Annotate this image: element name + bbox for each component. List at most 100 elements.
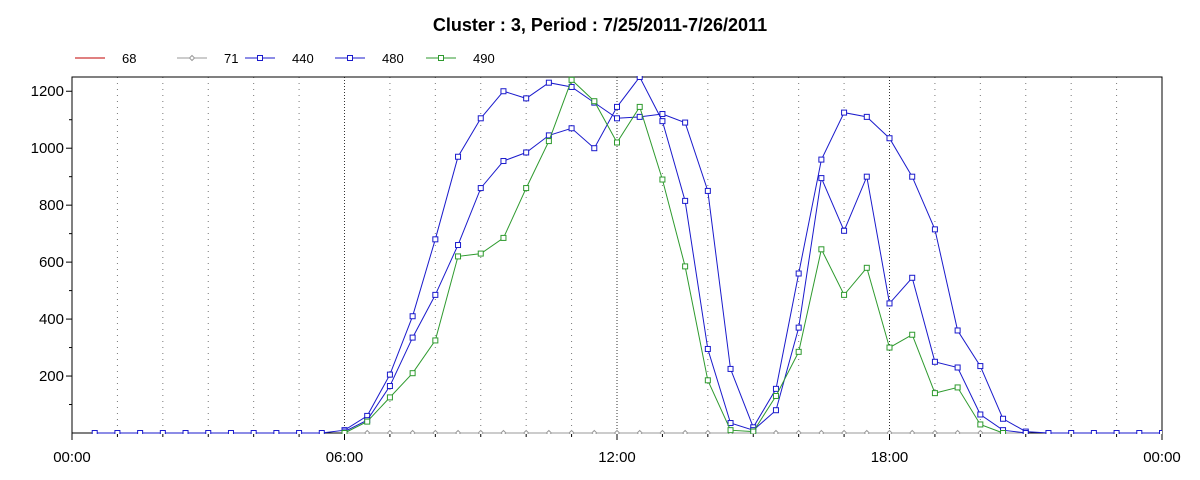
data-point <box>1090 430 1097 434</box>
series-layer <box>91 76 1162 434</box>
data-point <box>409 334 416 341</box>
data-point <box>909 274 916 281</box>
data-point <box>795 324 802 331</box>
data-point <box>500 234 507 241</box>
data-point <box>614 139 620 146</box>
data-point <box>182 430 189 434</box>
x-tick-label: 06:00 <box>326 449 364 466</box>
data-point <box>818 429 825 434</box>
data-point <box>432 429 439 434</box>
data-point <box>500 158 507 165</box>
data-point <box>613 429 621 434</box>
data-point <box>523 149 530 156</box>
data-point <box>863 113 870 120</box>
data-point <box>477 429 484 434</box>
legend-item-490: 490 <box>426 51 495 66</box>
data-point <box>886 429 893 434</box>
grid <box>116 77 1118 433</box>
data-point <box>500 88 507 95</box>
x-tick-label: 00:00 <box>1143 449 1181 466</box>
data-point <box>386 429 394 434</box>
data-point <box>341 430 348 434</box>
series-480 <box>341 76 1029 434</box>
data-point <box>682 119 689 126</box>
data-point <box>841 109 848 116</box>
data-point <box>614 115 620 122</box>
data-point <box>863 264 870 271</box>
data-point <box>1000 415 1007 422</box>
data-point <box>931 226 938 233</box>
data-point <box>818 156 825 163</box>
data-point <box>704 377 711 384</box>
series-71 <box>341 429 1029 434</box>
series-440 <box>91 79 1162 434</box>
data-point <box>750 428 757 434</box>
data-point <box>886 135 893 142</box>
x-tick-label: 00:00 <box>53 449 91 466</box>
data-point <box>636 76 643 80</box>
data-point <box>795 348 802 355</box>
data-point <box>795 270 802 277</box>
legend-label: 440 <box>292 51 314 66</box>
data-point <box>727 420 734 427</box>
data-point <box>841 291 848 298</box>
y-tick-label: 800 <box>39 197 64 214</box>
data-point <box>682 197 689 204</box>
x-tick-label: 18:00 <box>871 449 909 466</box>
data-point <box>614 103 620 110</box>
data-point <box>455 253 462 260</box>
data-point <box>909 331 916 338</box>
data-point <box>568 429 575 434</box>
data-point <box>250 430 257 434</box>
data-point <box>455 153 462 160</box>
x-axis: 00:00 06:00 12:00 18:00 00:00 <box>53 433 1181 466</box>
data-point <box>386 394 393 401</box>
y-tick-label: 400 <box>39 311 64 328</box>
data-point <box>523 185 530 192</box>
data-point <box>137 430 144 434</box>
data-point <box>682 263 689 270</box>
data-point <box>1022 430 1029 434</box>
data-point <box>568 76 575 83</box>
data-point <box>114 430 121 434</box>
data-point <box>545 138 552 145</box>
data-point <box>1045 430 1052 434</box>
data-point <box>409 429 416 434</box>
y-tick-label: 1000 <box>31 140 64 157</box>
data-point <box>438 55 444 61</box>
data-point <box>318 430 325 434</box>
data-point <box>432 236 439 243</box>
data-point <box>954 384 961 391</box>
data-point <box>818 246 825 253</box>
data-point <box>704 187 711 194</box>
legend-label: 490 <box>473 51 495 66</box>
series-line <box>344 78 1004 434</box>
data-point <box>545 429 553 434</box>
data-point <box>659 176 666 183</box>
data-point <box>727 365 734 372</box>
data-point <box>727 427 734 434</box>
data-point <box>1068 430 1075 434</box>
data-point <box>364 418 371 425</box>
data-point <box>977 411 984 418</box>
data-point <box>409 313 416 320</box>
data-point <box>886 344 893 351</box>
data-point <box>659 111 666 118</box>
data-point <box>772 429 780 434</box>
data-point <box>1136 430 1143 434</box>
data-point <box>840 429 848 434</box>
data-point <box>772 407 779 414</box>
data-point <box>257 55 263 61</box>
data-point <box>205 430 212 434</box>
data-point <box>636 103 643 110</box>
data-point <box>364 429 371 434</box>
data-point <box>659 118 666 125</box>
data-point <box>931 390 938 397</box>
data-point <box>386 371 393 378</box>
data-point <box>977 429 984 434</box>
data-point <box>188 54 196 62</box>
data-point <box>1113 430 1120 434</box>
x-tick-label: 12:00 <box>598 449 636 466</box>
data-point <box>909 173 916 180</box>
